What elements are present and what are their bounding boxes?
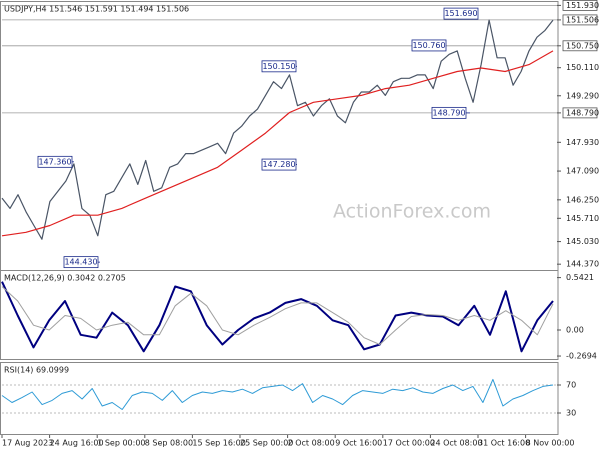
y-tick-label: 147.090 xyxy=(566,167,599,176)
watermark: ActionForex.com xyxy=(333,201,491,223)
y-tick-label: 151.506 xyxy=(566,15,599,24)
y-tick-label: 145.030 xyxy=(566,237,599,246)
tick-label-box xyxy=(562,14,598,26)
y-tick-label: 147.930 xyxy=(566,138,599,147)
y-tick-label: 150.110 xyxy=(566,63,599,72)
y-tick-label: -0.2694 xyxy=(566,352,597,361)
annotation-box xyxy=(443,7,479,20)
panel-frame xyxy=(0,270,559,360)
y-tick-label: 146.250 xyxy=(566,195,599,204)
y-tick-label: 151.930 xyxy=(566,1,599,10)
annotation-label: 150.760 xyxy=(412,41,445,50)
y-tick-label: 144.370 xyxy=(566,260,599,269)
series-line xyxy=(1,50,554,237)
x-tick-label: 8 Nov 00:00 xyxy=(526,439,575,448)
annotation-label: 144.430 xyxy=(64,258,97,267)
series-line xyxy=(1,378,554,410)
panel-title: RSI(14) 69.0999 xyxy=(4,366,69,375)
x-tick-label: 17 Oct 00:00 xyxy=(383,439,435,448)
tick-label-box xyxy=(562,107,598,119)
y-tick-label: 70 xyxy=(566,381,576,390)
y-tick-label: 0.00 xyxy=(566,326,584,335)
x-tick-label: 2 Oct 08:00 xyxy=(288,439,335,448)
annotation-label: 151.690 xyxy=(444,9,477,18)
annotation-box xyxy=(261,60,297,73)
annotation-label: 147.360 xyxy=(38,157,71,166)
annotation-box xyxy=(63,256,99,269)
x-tick-label: 24 Oct 08:00 xyxy=(430,439,482,448)
tick-label-box xyxy=(562,40,598,52)
x-tick-label: 25 Sep 00:00 xyxy=(240,439,293,448)
x-tick-label: 15 Sep 16:00 xyxy=(192,439,245,448)
y-tick-label: 149.290 xyxy=(566,91,599,100)
series-line xyxy=(1,19,554,240)
x-tick-label: 17 Aug 2023 xyxy=(2,439,53,448)
x-tick-label: 24 Aug 16:00 xyxy=(50,439,104,448)
panel-frame xyxy=(0,362,559,435)
y-tick-label: 150.750 xyxy=(566,41,599,50)
x-tick-label: 1 Sep 00:00 xyxy=(97,439,145,448)
annotation-label: 150.150 xyxy=(262,62,295,71)
series-line xyxy=(1,286,554,345)
y-tick-label: 148.790 xyxy=(566,108,599,117)
y-tick-label: 0.5421 xyxy=(566,273,594,282)
annotation-box xyxy=(431,106,467,119)
annotation-label: 147.280 xyxy=(262,160,295,169)
x-tick-label: 31 Oct 16:00 xyxy=(478,439,530,448)
annotation-box xyxy=(411,39,447,52)
panel-title: USDJPY,H4 151.546 151.591 151.494 151.50… xyxy=(4,5,189,14)
y-tick-label: 145.710 xyxy=(566,214,599,223)
annotation-box xyxy=(37,155,73,168)
panel-title: MACD(12,26,9) 0.3042 0.2705 xyxy=(4,274,126,283)
series-line xyxy=(1,281,554,353)
y-tick-label: 30 xyxy=(566,409,576,418)
annotation-label: 148.790 xyxy=(432,108,465,117)
annotation-box xyxy=(261,158,297,171)
x-tick-label: 8 Sep 08:00 xyxy=(145,439,193,448)
x-tick-label: 9 Oct 16:00 xyxy=(335,439,382,448)
tick-label-box xyxy=(562,0,598,11)
